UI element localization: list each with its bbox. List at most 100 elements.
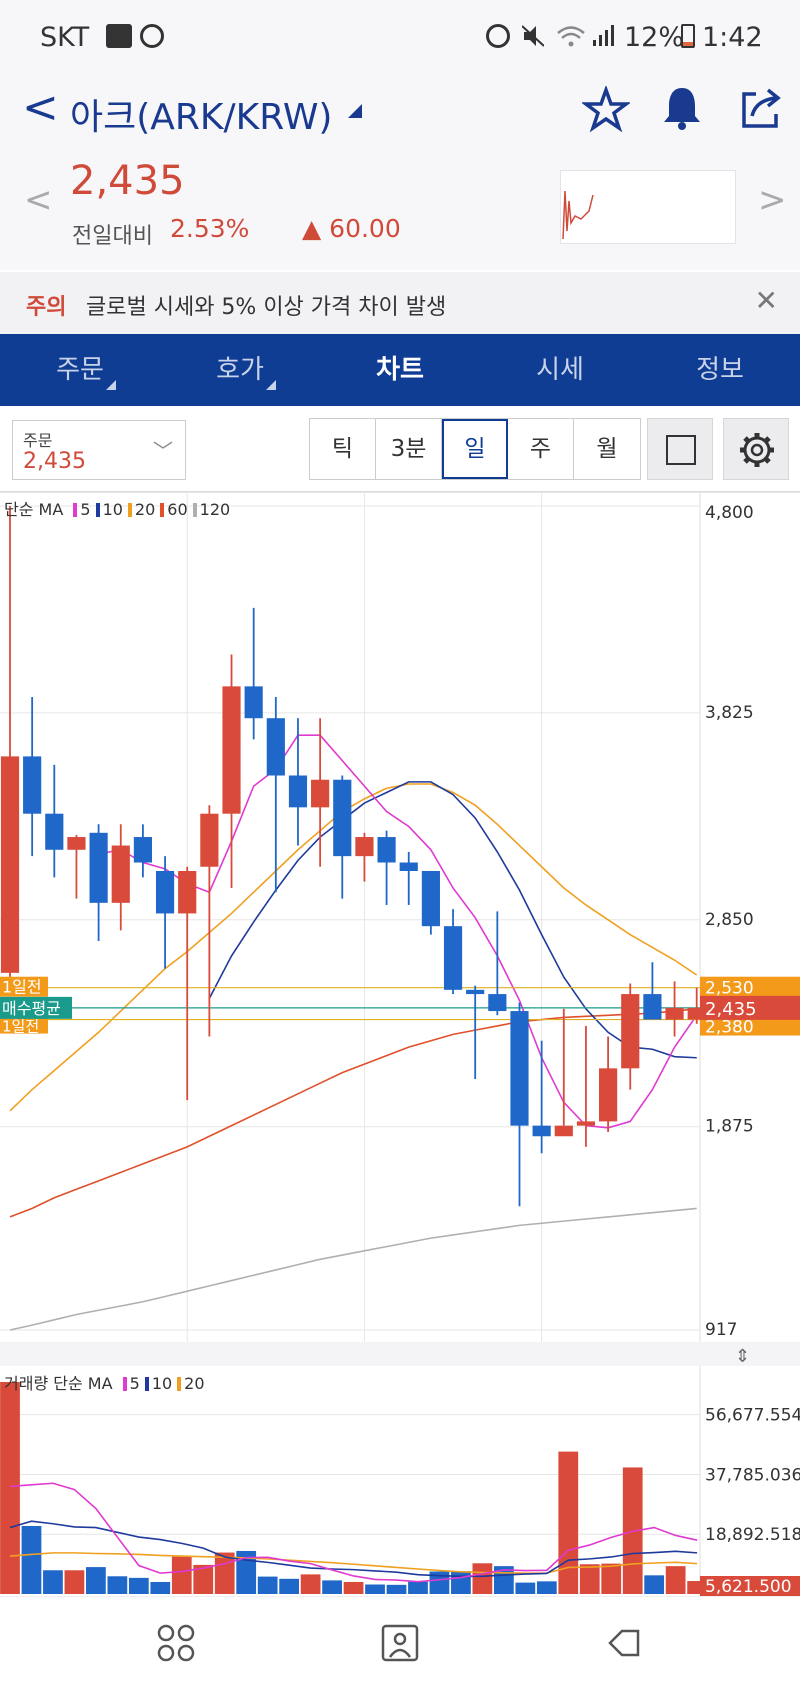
drawing-tool-button[interactable] [647,418,713,480]
price-tag-high: 2,530 [705,979,754,999]
ma120-line [9,1207,697,1331]
candle-body [288,775,308,808]
prev-day-tag2: 1일전 [2,1018,39,1036]
candle-body [178,870,197,914]
tab-orderbook[interactable]: 호가 [160,334,320,406]
alarm-icon [486,24,510,48]
page-title[interactable]: 아크(ARK/KRW) [70,97,333,138]
prev-day-tag2-bg [0,1017,48,1034]
ma60-line [9,1008,697,1218]
ma-color-swatch [144,1377,149,1391]
price-tag-high-bg [700,976,800,997]
tab-info-label: 정보 [696,355,744,385]
volume-legend: 거래량 단순 MA 5 10 20 [4,1370,205,1394]
tab-orderbook-label: 호가 [216,355,264,385]
interval-month[interactable]: 월 [596,436,618,462]
ma-period-label: 20 [134,500,156,519]
chart-settings-button[interactable] [723,418,789,480]
tab-chart-label: 차트 [376,355,424,385]
tab-chart[interactable]: 차트 [320,334,480,406]
volume-bar [665,1566,686,1594]
order-label: 주문 [23,431,53,450]
sparkline-thumbnail[interactable] [560,170,736,244]
candle-body [222,686,241,814]
prev-coin-icon[interactable]: < [24,180,53,220]
wifi-icon [556,24,586,48]
candle-body [421,870,440,927]
volume-bar [429,1571,450,1594]
volume-bar [257,1576,278,1594]
interval-week[interactable]: 주 [508,419,574,479]
battery-percent: 12% [624,22,685,53]
change-label: 전일대비 [72,224,153,249]
price-tag-current-bg [700,995,800,1020]
candlestick-chart[interactable]: 4,8003,8252,8501,8759172021-04-072021-04… [0,491,800,1597]
y-tick-label: 1,875 [705,1117,754,1137]
volume-bar [365,1584,385,1594]
ma-color-swatch [73,503,78,517]
volume-y-tick: 37,785.036 [705,1465,800,1485]
price-tag-low-bg [700,1017,800,1036]
candle-body [244,686,263,719]
share-icon[interactable] [738,86,784,132]
ma-period-label: 10 [102,500,123,519]
volume-bar [451,1571,471,1594]
ma-period-label: 5 [129,1374,140,1393]
prev-day-tag: 1일전 [2,978,42,997]
ma-legend-label: 단순 MA [4,500,64,519]
avg-buy-tag-bg [0,996,72,1019]
mute-icon [521,24,545,48]
candle-body [333,779,352,857]
interval-3min[interactable]: 3분 [376,419,442,479]
volume-bar [43,1570,63,1594]
battery-icon [681,24,695,48]
candle-body [266,718,285,776]
status-bar: SKT 12% 1:42 [0,0,800,70]
back-icon[interactable]: < [22,82,59,133]
volume-bar [21,1525,42,1594]
ma-color-swatch [192,503,197,517]
recent-apps-icon[interactable] [156,1623,196,1663]
ma-color-swatch [160,503,165,517]
tab-order[interactable]: 주문 [0,334,160,406]
interval-tick[interactable]: 틱 [310,419,376,479]
volume-bar [408,1581,428,1594]
tab-market[interactable]: 시세 [480,334,640,406]
next-coin-icon[interactable]: > [758,180,787,220]
title-dropdown-icon[interactable] [348,104,362,118]
candle-body [510,1011,529,1126]
volume-bar [515,1582,536,1594]
star-icon[interactable] [580,84,632,134]
candle-body [200,813,219,867]
back-nav-icon[interactable] [604,1623,644,1663]
ma-period-label: 120 [199,500,231,519]
interval-day[interactable]: 일 [442,419,508,479]
price-chart-area[interactable]: 4,8003,8252,8501,8759172021-04-072021-04… [0,491,800,1597]
ma10-line [208,781,697,1059]
y-tick-label: 2,850 [705,910,754,930]
order-price-select[interactable]: 주문 2,435 ﹀ [12,420,186,480]
bell-icon[interactable] [660,84,704,132]
tab-order-label: 주문 [56,355,104,385]
candle-body [599,1068,618,1122]
warning-text: 글로벌 시세와 5% 이상 가격 차이 발생 [86,295,447,320]
chart-toolbar: 주문 2,435 ﹀ 틱 3분 일 주 월 [0,406,800,492]
close-icon[interactable]: ✕ [754,284,778,317]
ma-period-label: 60 [167,500,188,519]
price-warning-banner: 주의 글로벌 시세와 5% 이상 가격 차이 발생 ✕ [0,272,800,334]
gear-icon [740,433,774,467]
volume-bar [300,1574,321,1594]
volume-bar [343,1581,364,1594]
volume-legend-items: 5 10 20 [118,1374,205,1393]
coin-header: < 아크(ARK/KRW) < 2,435 전일대비 2.53% ▲ 60.00… [0,70,800,270]
volume-current-tag: 5,621.500 [705,1577,792,1596]
current-price: 2,435 [70,158,185,204]
candle-body [576,1121,596,1126]
home-icon[interactable] [380,1623,420,1663]
tab-info[interactable]: 정보 [640,334,800,406]
prev-day-tag-bg [0,976,48,997]
candle-body [488,994,507,1012]
order-value: 2,435 [23,449,86,474]
ma-color-swatch [95,503,100,517]
android-nav-bar [0,1596,800,1689]
